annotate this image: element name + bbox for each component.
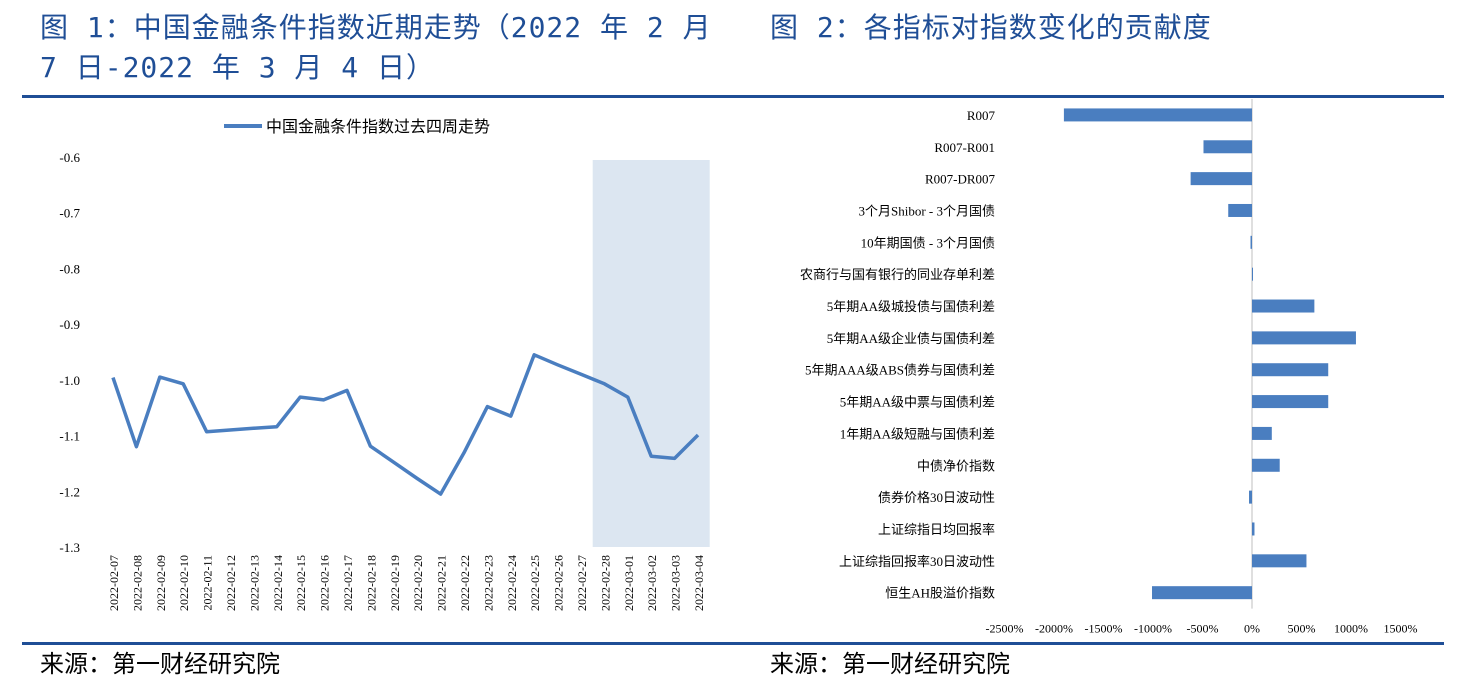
- x-tick-label: -2000%: [1035, 622, 1073, 636]
- x-tick-label: 2022-02-14: [271, 555, 285, 611]
- x-tick-label: -500%: [1187, 622, 1219, 636]
- highlight-band: [592, 160, 710, 547]
- x-tick-label: 2022-02-13: [247, 555, 261, 611]
- y-tick-label: -1.1: [59, 429, 80, 444]
- x-tick-label: 2022-02-16: [318, 555, 332, 611]
- bar: [1252, 363, 1329, 377]
- category-label: R007-DR007: [925, 172, 996, 187]
- x-tick-label: 2022-02-24: [505, 555, 519, 611]
- bar: [1250, 235, 1252, 249]
- figure2-source: 来源：第一财经研究院: [770, 650, 1010, 678]
- x-tick-label: 2022-02-20: [411, 555, 425, 611]
- y-tick-label: -0.7: [59, 206, 80, 221]
- x-tick-label: -1000%: [1134, 622, 1172, 636]
- x-tick-label: 2022-03-02: [645, 555, 659, 611]
- figure2-title: 图 2：各指标对指数变化的贡献度: [770, 11, 1212, 44]
- figure1-title: 图 1：中国金融条件指数近期走势（2022 年 2 月 7 日-2022 年 3…: [40, 11, 730, 84]
- category-label: 恒生AH股溢价指数: [885, 586, 995, 601]
- x-tick-label: 1000%: [1334, 622, 1368, 636]
- category-label: R007-R001: [934, 140, 995, 155]
- bar: [1252, 554, 1307, 568]
- bar: [1249, 490, 1252, 504]
- y-tick-label: -0.8: [59, 261, 80, 276]
- x-tick-label: 2022-02-07: [107, 555, 121, 611]
- bar: [1252, 458, 1280, 472]
- x-tick-label: 2022-02-08: [130, 555, 144, 611]
- category-label: 5年期AA级中票与国债利差: [840, 395, 995, 410]
- category-label: 债券价格30日波动性: [878, 490, 995, 505]
- bar: [1252, 267, 1253, 281]
- bar: [1252, 522, 1255, 536]
- y-tick-label: -0.9: [59, 317, 80, 332]
- category-label: 上证综指日均回报率: [878, 522, 995, 537]
- x-tick-label: 2022-02-12: [224, 555, 238, 611]
- bar: [1252, 299, 1315, 313]
- bar: [1252, 395, 1329, 409]
- x-tick-label: 2022-02-17: [341, 555, 355, 611]
- category-label: 10年期国债 - 3个月国债: [861, 235, 995, 250]
- x-tick-label: -2500%: [986, 622, 1024, 636]
- figure1-source: 来源：第一财经研究院: [40, 650, 280, 678]
- bar: [1203, 140, 1252, 154]
- category-label: 5年期AAA级ABS债券与国债利差: [805, 363, 995, 378]
- bottom-rule: [22, 642, 1444, 645]
- x-tick-label: 2022-02-26: [552, 555, 566, 611]
- x-tick-label: 2022-02-18: [364, 555, 378, 611]
- x-tick-label: 2022-02-23: [481, 555, 495, 611]
- bar: [1252, 426, 1272, 440]
- category-label: 农商行与国有银行的同业存单利差: [800, 267, 995, 282]
- bar: [1152, 586, 1252, 600]
- y-tick-label: -1.3: [59, 540, 80, 555]
- x-tick-label: 2022-02-22: [458, 555, 472, 611]
- x-tick-label: 2022-02-25: [528, 555, 542, 611]
- category-label: 3个月Shibor - 3个月国债: [858, 203, 995, 218]
- x-tick-label: 2022-02-09: [154, 555, 168, 611]
- line-chart: -0.6 -0.7 -0.8 -0.9 -1.0 -1.1 -1.2 -1.3 2022-02-…: [59, 118, 710, 611]
- x-tick-label: 2022-02-27: [575, 555, 589, 611]
- series-line: [111, 353, 700, 496]
- x-tick-label: 500%: [1288, 622, 1316, 636]
- x-tick-label: 1500%: [1384, 622, 1418, 636]
- y-tick-label: -1.2: [59, 484, 80, 499]
- category-label: 5年期AA级城投债与国债利差: [827, 299, 995, 314]
- x-tick-label: 2022-02-15: [294, 555, 308, 611]
- category-label: 1年期AA级短融与国债利差: [840, 426, 995, 441]
- bar: [1063, 108, 1252, 122]
- x-tick-label: 2022-02-19: [388, 555, 402, 611]
- category-label: R007: [967, 108, 996, 123]
- x-tick-label: 2022-02-11: [201, 555, 215, 611]
- x-tick-label: -1500%: [1085, 622, 1123, 636]
- category-label: 中债净价指数: [917, 458, 995, 473]
- y-tick-label: -0.6: [59, 150, 80, 165]
- top-rule: [22, 95, 1444, 98]
- x-tick-label: 2022-02-10: [177, 555, 191, 611]
- y-tick-label: -1.0: [59, 373, 80, 388]
- bar: [1252, 331, 1356, 345]
- x-tick-label: 2022-03-01: [622, 555, 636, 611]
- x-tick-label: 2022-03-03: [669, 555, 683, 611]
- x-tick-label: 2022-02-28: [598, 555, 612, 611]
- x-tick-label: 2022-02-21: [435, 555, 449, 611]
- bar-chart: R007 R007-R001 R007-DR007 3个月Shibor - 3个月国债…: [800, 99, 1418, 636]
- bar: [1228, 203, 1252, 217]
- bar: [1190, 172, 1252, 186]
- legend-label: 中国金融条件指数过去四周走势: [266, 118, 490, 136]
- category-label: 上证综指回报率30日波动性: [839, 554, 995, 569]
- category-label: 5年期AA级企业债与国债利差: [827, 331, 995, 346]
- x-tick-label: 2022-03-04: [692, 555, 706, 611]
- x-tick-label: 0%: [1244, 622, 1260, 636]
